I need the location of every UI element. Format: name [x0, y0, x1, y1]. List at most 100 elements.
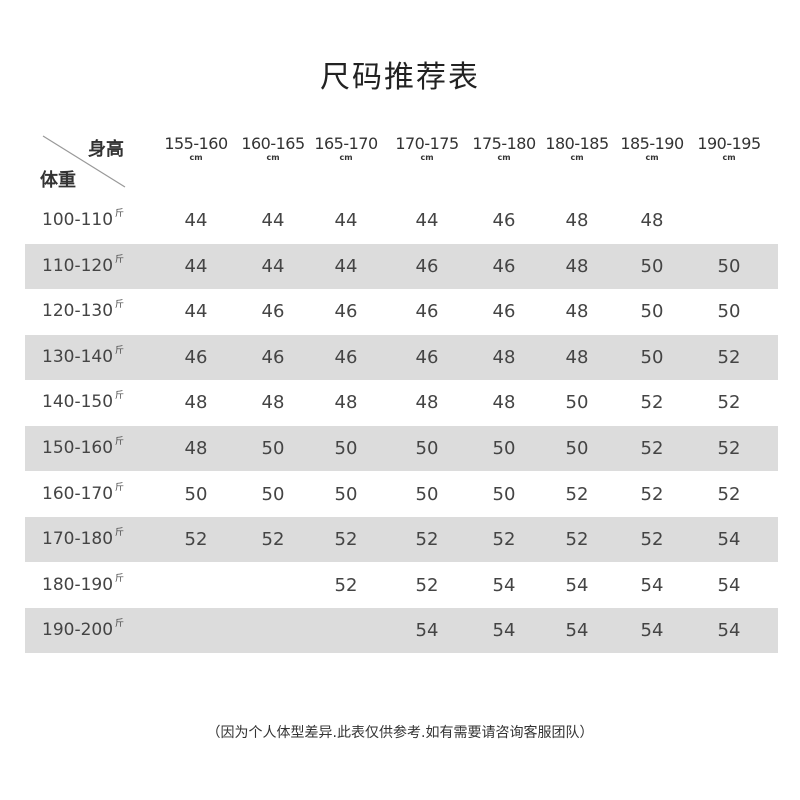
size-cell: 54 [565, 620, 589, 642]
size-cell: 44 [415, 210, 439, 231]
height-header-label: 身高 [88, 139, 124, 160]
size-cell: 50 [334, 483, 358, 505]
size-cell: 46 [415, 301, 439, 323]
table-row: 140-150 斤 48 48 48 48 48 50 52 52 [25, 380, 778, 425]
weight-range: 100-110 斤 [42, 198, 124, 243]
size-cell: 50 [415, 483, 439, 505]
weight-range-text: 140-150 [42, 392, 114, 413]
height-range: 175-180 [472, 134, 536, 153]
size-cell: 48 [565, 301, 589, 323]
weight-header-label: 体重 [40, 170, 76, 191]
column-header: 175-180 cm [464, 134, 544, 162]
size-cell: 54 [492, 620, 516, 642]
height-unit: cm [722, 153, 736, 162]
size-cell: 44 [184, 255, 208, 277]
size-cell: 46 [261, 301, 285, 323]
size-cell: 48 [415, 392, 439, 414]
size-cell: 52 [717, 346, 741, 368]
height-range: 190-195 [697, 134, 761, 153]
size-cell: 50 [717, 301, 741, 323]
size-cell: 50 [492, 438, 516, 459]
size-cell: 46 [492, 210, 516, 231]
weight-range: 190-200 斤 [42, 608, 124, 653]
size-cell: 46 [492, 301, 516, 323]
weight-unit: 斤 [115, 391, 125, 402]
size-cell: 52 [640, 438, 664, 459]
weight-unit: 斤 [115, 345, 125, 356]
height-range: 170-175 [395, 134, 459, 153]
height-range: 155-160 [164, 134, 228, 153]
weight-range: 110-120 斤 [42, 244, 124, 289]
size-cell: 48 [184, 438, 208, 459]
table-row: 110-120 斤 44 44 44 46 46 48 50 50 [25, 243, 778, 289]
height-range: 185-190 [620, 134, 684, 153]
column-header: 170-175 cm [387, 134, 467, 162]
column-header: 185-190 cm [612, 134, 692, 162]
size-cell: 46 [334, 301, 358, 323]
weight-range: 160-170 斤 [42, 472, 124, 517]
weight-range-text: 110-120 [42, 255, 114, 276]
size-cell: 52 [717, 392, 741, 414]
height-unit: cm [570, 153, 584, 162]
height-range: 160-165 [241, 134, 305, 153]
size-cell: 50 [640, 346, 664, 368]
size-cell: 52 [492, 529, 516, 551]
weight-range: 180-190 斤 [42, 563, 124, 608]
size-cell: 54 [717, 620, 741, 642]
weight-range-text: 150-160 [42, 438, 114, 458]
weight-range-text: 120-130 [42, 301, 114, 322]
table-row: 150-160 斤 48 50 50 50 50 50 52 52 [25, 426, 778, 471]
size-cell: 50 [640, 255, 664, 277]
size-cell: 50 [565, 392, 589, 414]
table-row: 120-130 斤 44 46 46 46 46 48 50 50 [25, 289, 778, 334]
table-row: 180-190 斤 52 52 54 54 54 54 [25, 563, 778, 608]
size-cell: 50 [261, 438, 285, 459]
weight-range-text: 160-170 [42, 483, 114, 504]
size-cell: 48 [492, 392, 516, 414]
table-row: 100-110 斤 44 44 44 44 46 48 48 [25, 198, 778, 243]
size-cell: 54 [717, 529, 741, 551]
weight-range: 150-160 斤 [42, 426, 124, 471]
size-cell: 46 [415, 255, 439, 277]
size-cell: 52 [415, 574, 439, 596]
height-unit: cm [189, 153, 203, 162]
weight-range: 140-150 斤 [42, 380, 124, 425]
size-cell: 52 [640, 483, 664, 505]
size-cell: 50 [717, 255, 741, 277]
size-cell: 50 [565, 438, 589, 459]
weight-unit: 斤 [115, 437, 125, 447]
size-cell: 48 [184, 392, 208, 414]
size-cell: 52 [717, 483, 741, 505]
size-cell: 52 [640, 529, 664, 551]
weight-unit: 斤 [115, 209, 125, 219]
size-cell: 52 [261, 529, 285, 551]
column-header: 155-160 cm [156, 134, 236, 162]
weight-range-text: 100-110 [42, 210, 114, 230]
size-cell: 44 [184, 301, 208, 323]
diagonal-divider [42, 135, 126, 188]
column-header: 190-195 cm [689, 134, 769, 162]
size-cell: 50 [184, 483, 208, 505]
weight-range-text: 190-200 [42, 620, 114, 641]
size-cell: 54 [640, 620, 664, 642]
size-cell: 50 [492, 483, 516, 505]
size-cell: 46 [334, 346, 358, 368]
size-cell: 44 [184, 210, 208, 231]
column-header: 180-185 cm [537, 134, 617, 162]
size-cell: 44 [261, 210, 285, 231]
size-cell: 52 [184, 529, 208, 551]
table-row: 190-200 斤 54 54 54 54 54 [25, 608, 778, 654]
size-cell: 52 [334, 574, 358, 596]
size-cell: 54 [492, 574, 516, 596]
size-cell: 54 [565, 574, 589, 596]
size-cell: 52 [717, 438, 741, 459]
size-cell: 54 [640, 574, 664, 596]
size-cell: 48 [492, 346, 516, 368]
size-cell: 46 [492, 255, 516, 277]
size-cell: 52 [640, 392, 664, 414]
weight-range: 120-130 斤 [42, 289, 124, 334]
size-cell: 50 [261, 483, 285, 505]
height-range: 165-170 [314, 134, 378, 153]
size-cell: 50 [334, 438, 358, 459]
footnote: （因为个人体型差异.此表仅供参考.如有需要请咨询客服团队） [206, 725, 594, 741]
